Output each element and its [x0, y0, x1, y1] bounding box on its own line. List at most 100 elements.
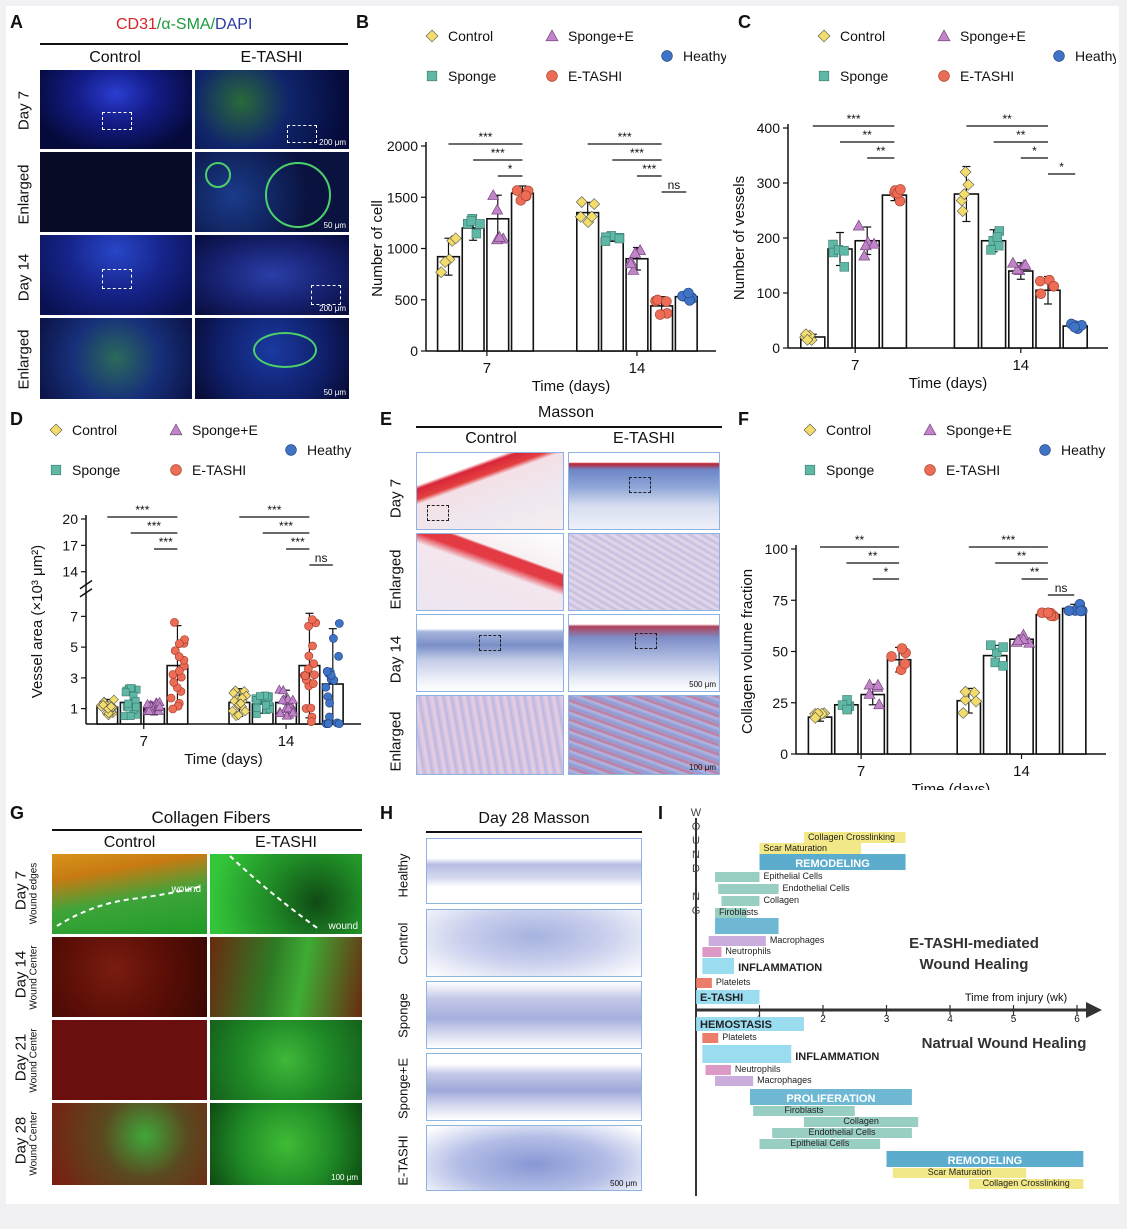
data-point	[277, 695, 288, 705]
data-point	[154, 701, 165, 711]
time-tick-label: 3	[884, 1014, 890, 1025]
phase-bar-label: Macrophages	[757, 1075, 812, 1085]
panel-g-col-etashi: E-TASHI	[255, 834, 317, 851]
data-point	[287, 694, 298, 704]
panel-h-row-label: Sponge	[395, 993, 411, 1038]
data-point	[175, 666, 184, 676]
data-point	[439, 256, 452, 268]
data-point	[994, 240, 1004, 251]
data-point	[588, 198, 601, 210]
micrograph-g-control-day28	[52, 1103, 207, 1185]
legend-marker-sponge	[818, 70, 830, 82]
y-tick-label: 300	[757, 175, 781, 191]
micrograph-e-control-enlarged	[416, 533, 564, 611]
data-point	[168, 704, 178, 714]
time-tick-label: 2	[820, 1014, 826, 1025]
roi-box	[635, 633, 657, 649]
scale-bar: 200 μm	[319, 304, 346, 313]
data-point	[283, 703, 294, 713]
data-point	[321, 682, 331, 692]
data-point	[256, 692, 264, 701]
panel-g-col-control: Control	[103, 834, 156, 851]
scale-bar: 50 μm	[323, 221, 346, 230]
phase-bar	[715, 918, 779, 934]
y-tick-label: 500	[395, 292, 419, 308]
panel-label-e: E	[380, 409, 393, 429]
phase-bar	[696, 990, 760, 1004]
phase-bar-label: Collagen Crosslinking	[808, 832, 895, 842]
phase-bar-label: Endothelial Cells	[809, 1127, 877, 1137]
data-point	[252, 703, 261, 712]
stain-sma: /α-SMA/	[156, 16, 216, 33]
stain-cd31: CD31	[116, 16, 157, 33]
micrograph-a-control-day7	[40, 70, 192, 149]
panel-e-col-control: Control	[465, 430, 517, 447]
wounding-letter: O	[692, 821, 701, 833]
phase-bar-label: Neutrophils	[725, 946, 771, 956]
data-point	[166, 693, 176, 703]
bar	[1007, 270, 1034, 349]
data-point	[895, 184, 906, 195]
data-point	[956, 205, 969, 218]
phase-bar	[702, 1045, 792, 1063]
data-point	[600, 236, 611, 246]
significance-label: ***	[630, 146, 644, 160]
panel-h-row-label: Sponge+E	[395, 1057, 411, 1120]
data-point	[435, 266, 448, 279]
data-point	[863, 687, 876, 699]
data-point	[886, 651, 897, 662]
data-point	[986, 640, 996, 650]
panel-g-row-sub: Wound Center	[28, 945, 40, 1010]
significance-label: *	[1059, 160, 1064, 174]
x-tick-label: 14	[629, 360, 646, 377]
panel-h-rule	[426, 831, 642, 833]
panel-h-row-label: Control	[395, 922, 411, 965]
data-point	[990, 657, 1000, 668]
diagram-title-top: E-TASHI-mediated	[909, 935, 1039, 952]
data-point	[868, 237, 881, 249]
panel-g-row-labels: Day 7 Wound edges Day 14 Wound Center Da…	[6, 854, 52, 1186]
data-point	[958, 188, 971, 201]
data-point	[858, 249, 871, 261]
roi-box	[629, 477, 651, 493]
significance-label: ***	[147, 519, 161, 533]
legend-marker-sponge_e	[545, 29, 559, 42]
x-tick-label: 7	[483, 360, 491, 377]
legend-label-sponge: Sponge	[826, 462, 874, 478]
phase-bar	[721, 896, 760, 906]
significance-label: ***	[618, 130, 632, 144]
legend-marker-healthy	[285, 444, 297, 456]
significance-label: ***	[291, 535, 305, 549]
data-point	[334, 619, 344, 628]
data-point	[992, 647, 1002, 658]
data-point	[169, 677, 179, 687]
bar	[980, 239, 1007, 349]
panel-label-g: G	[10, 803, 25, 823]
data-point	[1063, 605, 1075, 617]
wounding-letter: U	[692, 835, 700, 847]
data-point	[471, 228, 482, 239]
panel-label-h: H	[380, 803, 393, 823]
phase-bar-label: Neutrophils	[735, 1064, 781, 1074]
vessel-ring	[265, 162, 331, 228]
y-axis-label: Number of cell	[369, 200, 386, 297]
x-axis-label: Time (days)	[184, 751, 263, 768]
legend-marker-healthy	[1053, 50, 1065, 62]
panel-label-b: B	[356, 12, 369, 32]
legend-label-etashi: E-TASHI	[192, 462, 246, 478]
micrograph-e-etashi-day14: 500 μm	[568, 614, 720, 692]
panel-g-row-sub: Wound Center	[28, 1028, 40, 1093]
scale-bar: 500 μm	[610, 1179, 637, 1188]
bar	[881, 194, 908, 349]
data-point	[624, 257, 637, 269]
data-point	[575, 196, 588, 208]
legend-label-etashi: E-TASHI	[946, 462, 1000, 478]
data-point	[124, 699, 133, 708]
micrograph-a-control-day14	[40, 235, 192, 315]
y-tick-label: 1000	[387, 241, 418, 257]
micrograph-h-sponge	[426, 981, 642, 1049]
panel-g-rule	[52, 829, 362, 831]
phase-bar-label: PROLIFERATION	[786, 1093, 875, 1105]
phase-bar	[803, 1117, 919, 1127]
micrograph-e-control-enlarged-2	[416, 695, 564, 775]
